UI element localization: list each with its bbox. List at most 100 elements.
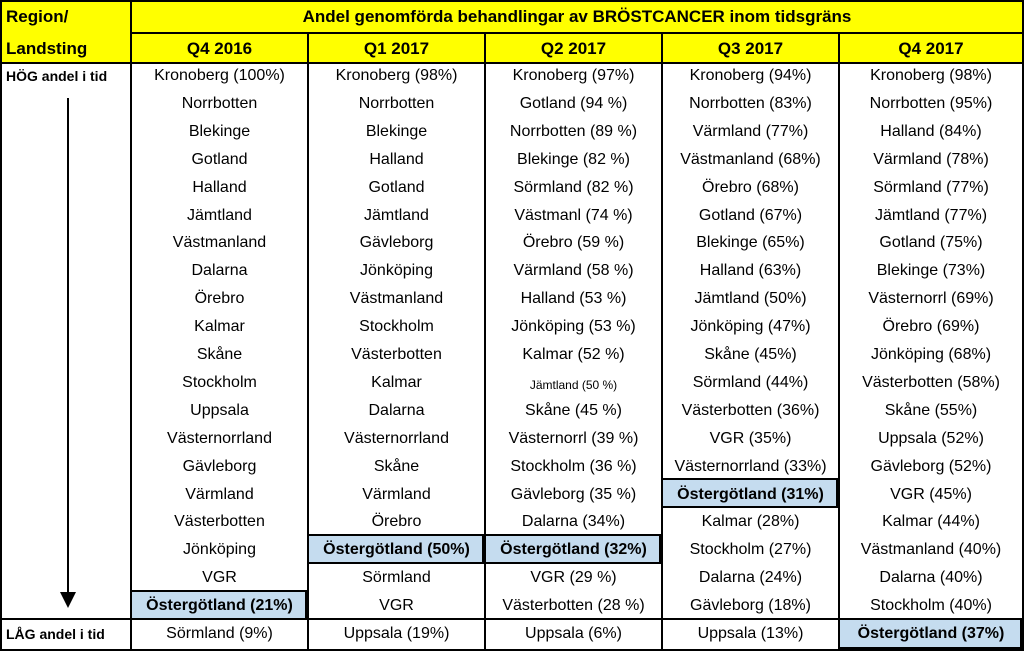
table-cell: Uppsala (6%) [525,625,622,642]
table-cell: Sörmland (44%) [692,373,809,391]
table-cell: VGR (35%) [709,429,792,447]
table-cell: Gotland (67%) [698,206,803,224]
title-divider [130,32,1024,34]
last-row-divider [0,618,1024,620]
table-cell: Jönköping (53 %) [511,318,636,336]
table-cell: Gotland [191,150,248,168]
table-cell: Västernorrl (39 %) [508,429,639,447]
table-cell: Örebro [194,290,245,308]
table-cell: Norrbotten (95%) [869,94,993,112]
table-cell: Sörmland (77%) [873,178,989,196]
table-cell: Västmanland [349,290,444,308]
col-divider-2 [484,32,486,651]
table-cell: Kalmar (44%) [882,513,980,531]
table-cell: Västmanl (74 %) [514,206,633,224]
col-divider-1 [307,32,309,651]
col-divider-4 [838,32,840,651]
table-title: Andel genomförda behandlingar av BRÖSTCA… [302,7,852,26]
table-cell: Norrbotten (83%) [689,94,812,112]
table-cell: Gävleborg (35 %) [510,485,637,503]
table-cell: Halland (84%) [880,122,982,140]
table-cell: Dalarna (24%) [698,569,803,587]
table-cell: Gävleborg (18%) [690,597,811,615]
table-cell: Jönköping [360,262,433,280]
quarter-header-q4-2016: Q4 2016 [186,39,253,58]
header-bottom-border [0,62,1024,64]
table-cell: Sörmland (9%) [166,625,273,642]
table-cell: Stockholm [182,373,257,391]
table-cell: Dalarna [368,401,425,419]
table-cell: Östergötland (31%) [677,485,824,503]
down-arrow-icon [60,98,76,608]
table-cell: Örebro (68%) [702,178,799,196]
table-cell: Blekinge [365,122,428,140]
table-cell: Värmland (77%) [692,122,809,140]
table-cell: Dalarna [191,262,248,280]
table-cell: VGR [379,597,414,615]
table-cell: Skåne (55%) [884,401,978,419]
quarter-header-q1-2017: Q1 2017 [363,39,430,58]
table-cell: VGR (29 %) [530,569,617,587]
table-cell: Västerbotten (36%) [681,401,820,419]
table-cell: Östergötland (50%) [323,541,470,559]
col-divider-3 [661,32,663,651]
table-cell: Stockholm (27%) [689,541,812,559]
table-cell: Blekinge (73%) [876,262,986,280]
table-cell: Sörmland (82 %) [513,178,634,196]
table-cell: Norrbotten [358,94,435,112]
high-share-label: HÖG andel i tid [6,68,108,84]
col-divider-region [130,0,132,651]
table-cell: Halland [192,178,247,196]
table-cell: Jämtland (50%) [694,290,807,308]
table-cell: Skåne (45 %) [525,401,622,419]
table-cell: Västmanland (40%) [860,541,1002,559]
table-cell: Jönköping (47%) [690,318,811,336]
table-cell: Kronoberg (100%) [154,67,285,84]
table-cell: Blekinge (82 %) [517,150,630,168]
table-cell: Halland [369,150,424,168]
table-cell: Uppsala [190,401,249,419]
landsting-label: Landsting [6,39,88,58]
table-cell: Halland (63%) [699,262,802,280]
table-cell: Dalarna (34%) [521,513,626,531]
table-cell: Örebro [371,513,422,531]
table-cell: Värmland (58 %) [513,262,634,280]
table-cell: Norrbotten (89 %) [509,122,638,140]
table-cell: Gävleborg [182,457,257,475]
table-cell: Uppsala (13%) [697,625,804,642]
table-cell: Dalarna (40%) [879,569,983,587]
table-cell: Västernorrland [344,429,449,447]
table-cell: Kalmar [371,373,422,391]
top-border [0,0,1024,2]
table-cell: Stockholm (40%) [870,597,992,615]
table-cell: Jämtland [187,206,252,224]
table-cell: Västmanland [172,234,267,252]
table-cell: Kalmar [194,318,245,336]
right-border [1022,0,1024,651]
table-cell: Västmanland (68%) [680,150,821,168]
highlight-cell-q3-2017 [661,478,838,508]
table-cell: Blekinge (65%) [696,234,805,252]
table-cell: Sörmland [362,569,431,587]
table-cell: Värmland (78%) [873,150,989,168]
table-cell: Jämtland [364,206,429,224]
table-cell: Västernorrl (69%) [868,290,994,308]
table-cell: Skåne [196,346,243,363]
table-cell: Värmland [185,485,254,503]
table-cell: Västernorrland (33%) [674,457,827,475]
table-cell: Kronoberg (94%) [689,67,812,84]
highlight-cell-q1-2017 [307,534,484,564]
low-share-label: LÅG andel i tid [6,626,105,642]
table-cell: Gotland [368,178,425,196]
table-cell: Gotland (75%) [879,234,983,252]
table-cell: Jämtland (50 %) [529,377,618,392]
table-cell: Västerbotten (58%) [862,373,1000,391]
table-cell: Jämtland (77%) [874,206,988,224]
table-cell: Västerbotten [351,346,442,363]
table-cell: VGR (45%) [890,485,972,503]
table-cell: Kronoberg (98%) [870,67,992,84]
table-cell: Jönköping [183,541,256,559]
table-cell: Gävleborg (52%) [870,457,992,475]
table-cell: Västernorrland [167,429,272,447]
